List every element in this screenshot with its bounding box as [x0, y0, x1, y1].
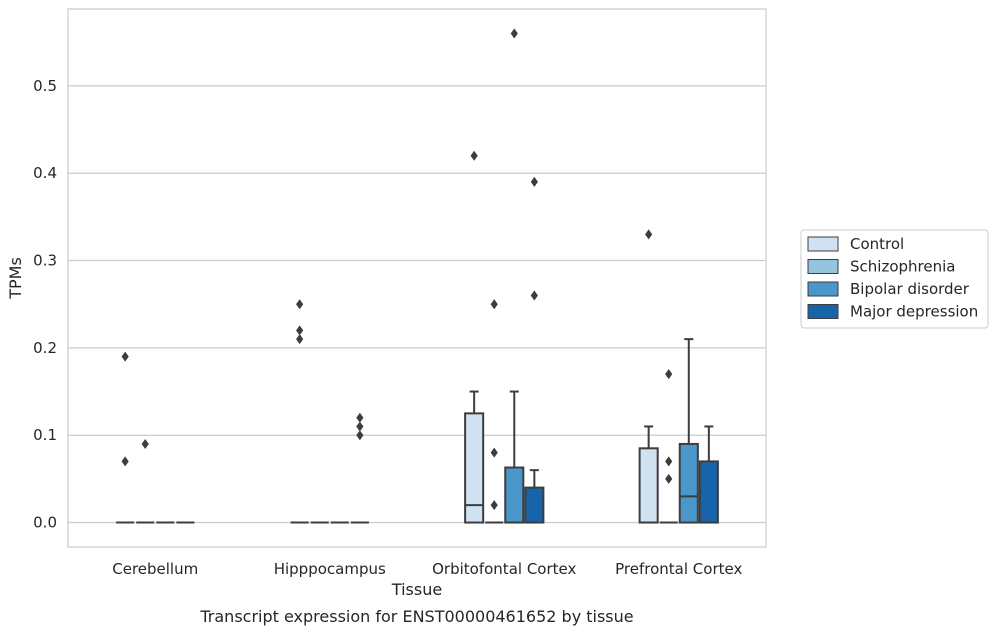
outlier-point	[356, 412, 364, 423]
outlier-points	[121, 28, 673, 511]
outlier-point	[121, 351, 129, 362]
x-tick-label: Cerebellum	[112, 560, 198, 578]
legend-frame	[800, 229, 989, 329]
x-tick-label: Prefrontal Cortex	[615, 560, 742, 578]
outlier-point	[296, 299, 304, 310]
box-body	[638, 447, 659, 524]
legend-label: Schizophrenia	[850, 258, 955, 276]
box-series	[116, 338, 719, 524]
legend-item: Control	[807, 235, 904, 253]
plot-area	[67, 8, 767, 548]
box-body	[524, 486, 545, 524]
outlier-point	[645, 229, 653, 240]
y-axis-title: TPMs	[6, 257, 25, 300]
box-bipolar-disorder	[678, 338, 699, 524]
legend: Control Schizophrenia Bipolar disorder Majo…	[800, 229, 989, 329]
outlier-point	[510, 28, 518, 39]
x-tick-label: Hipppocampus	[274, 560, 386, 578]
grid-lines	[68, 85, 766, 524]
outlier-point	[490, 299, 498, 310]
y-tick-label: 0.2	[33, 339, 57, 357]
outlier-point	[296, 334, 304, 345]
outlier-point	[121, 456, 129, 467]
legend-item: Major depression	[807, 303, 978, 321]
outlier-point	[356, 430, 364, 441]
legend-label: Control	[850, 235, 904, 253]
box-bipolar-disorder	[504, 390, 525, 524]
outlier-point	[470, 150, 478, 161]
legend-item: Bipolar disorder	[807, 280, 970, 298]
outlier-point	[490, 447, 498, 458]
outlier-point	[490, 500, 498, 511]
box-body	[678, 442, 699, 524]
legend-swatch	[807, 259, 839, 274]
outlier-point	[530, 176, 538, 187]
legend-swatch	[807, 304, 839, 319]
outlier-point	[665, 473, 673, 484]
box-body	[504, 466, 525, 524]
outlier-point	[141, 438, 149, 449]
legend-swatch	[807, 281, 839, 297]
y-axis-ticks: 0.0 0.1 0.2 0.3 0.4 0.5	[33, 77, 57, 532]
y-tick-label: 0.3	[33, 252, 57, 270]
box-major-depression	[698, 425, 719, 524]
outlier-point	[356, 421, 364, 432]
legend-swatch	[807, 236, 839, 252]
legend-item: Schizophrenia	[807, 258, 955, 276]
outlier-point	[665, 369, 673, 380]
y-tick-label: 0.0	[33, 514, 57, 532]
box-body	[464, 412, 485, 524]
figure-caption: Transcript expression for ENST0000046165…	[199, 607, 633, 626]
y-tick-label: 0.1	[33, 426, 57, 444]
box-body	[698, 460, 719, 524]
outlier-point	[665, 456, 673, 467]
legend-label: Major depression	[850, 303, 978, 321]
legend-label: Bipolar disorder	[850, 280, 970, 298]
box-major-depression	[524, 469, 545, 524]
x-axis-title: Tissue	[391, 580, 442, 599]
y-tick-label: 0.5	[33, 77, 57, 95]
y-tick-label: 0.4	[33, 164, 57, 182]
x-axis-ticks: Cerebellum Hipppocampus Orbitofontal Corte…	[112, 560, 742, 578]
outlier-point	[296, 325, 304, 336]
outlier-point	[530, 290, 538, 301]
box-control	[464, 390, 485, 524]
x-tick-label: Orbitofontal Cortex	[432, 560, 576, 578]
box-control	[638, 425, 659, 524]
